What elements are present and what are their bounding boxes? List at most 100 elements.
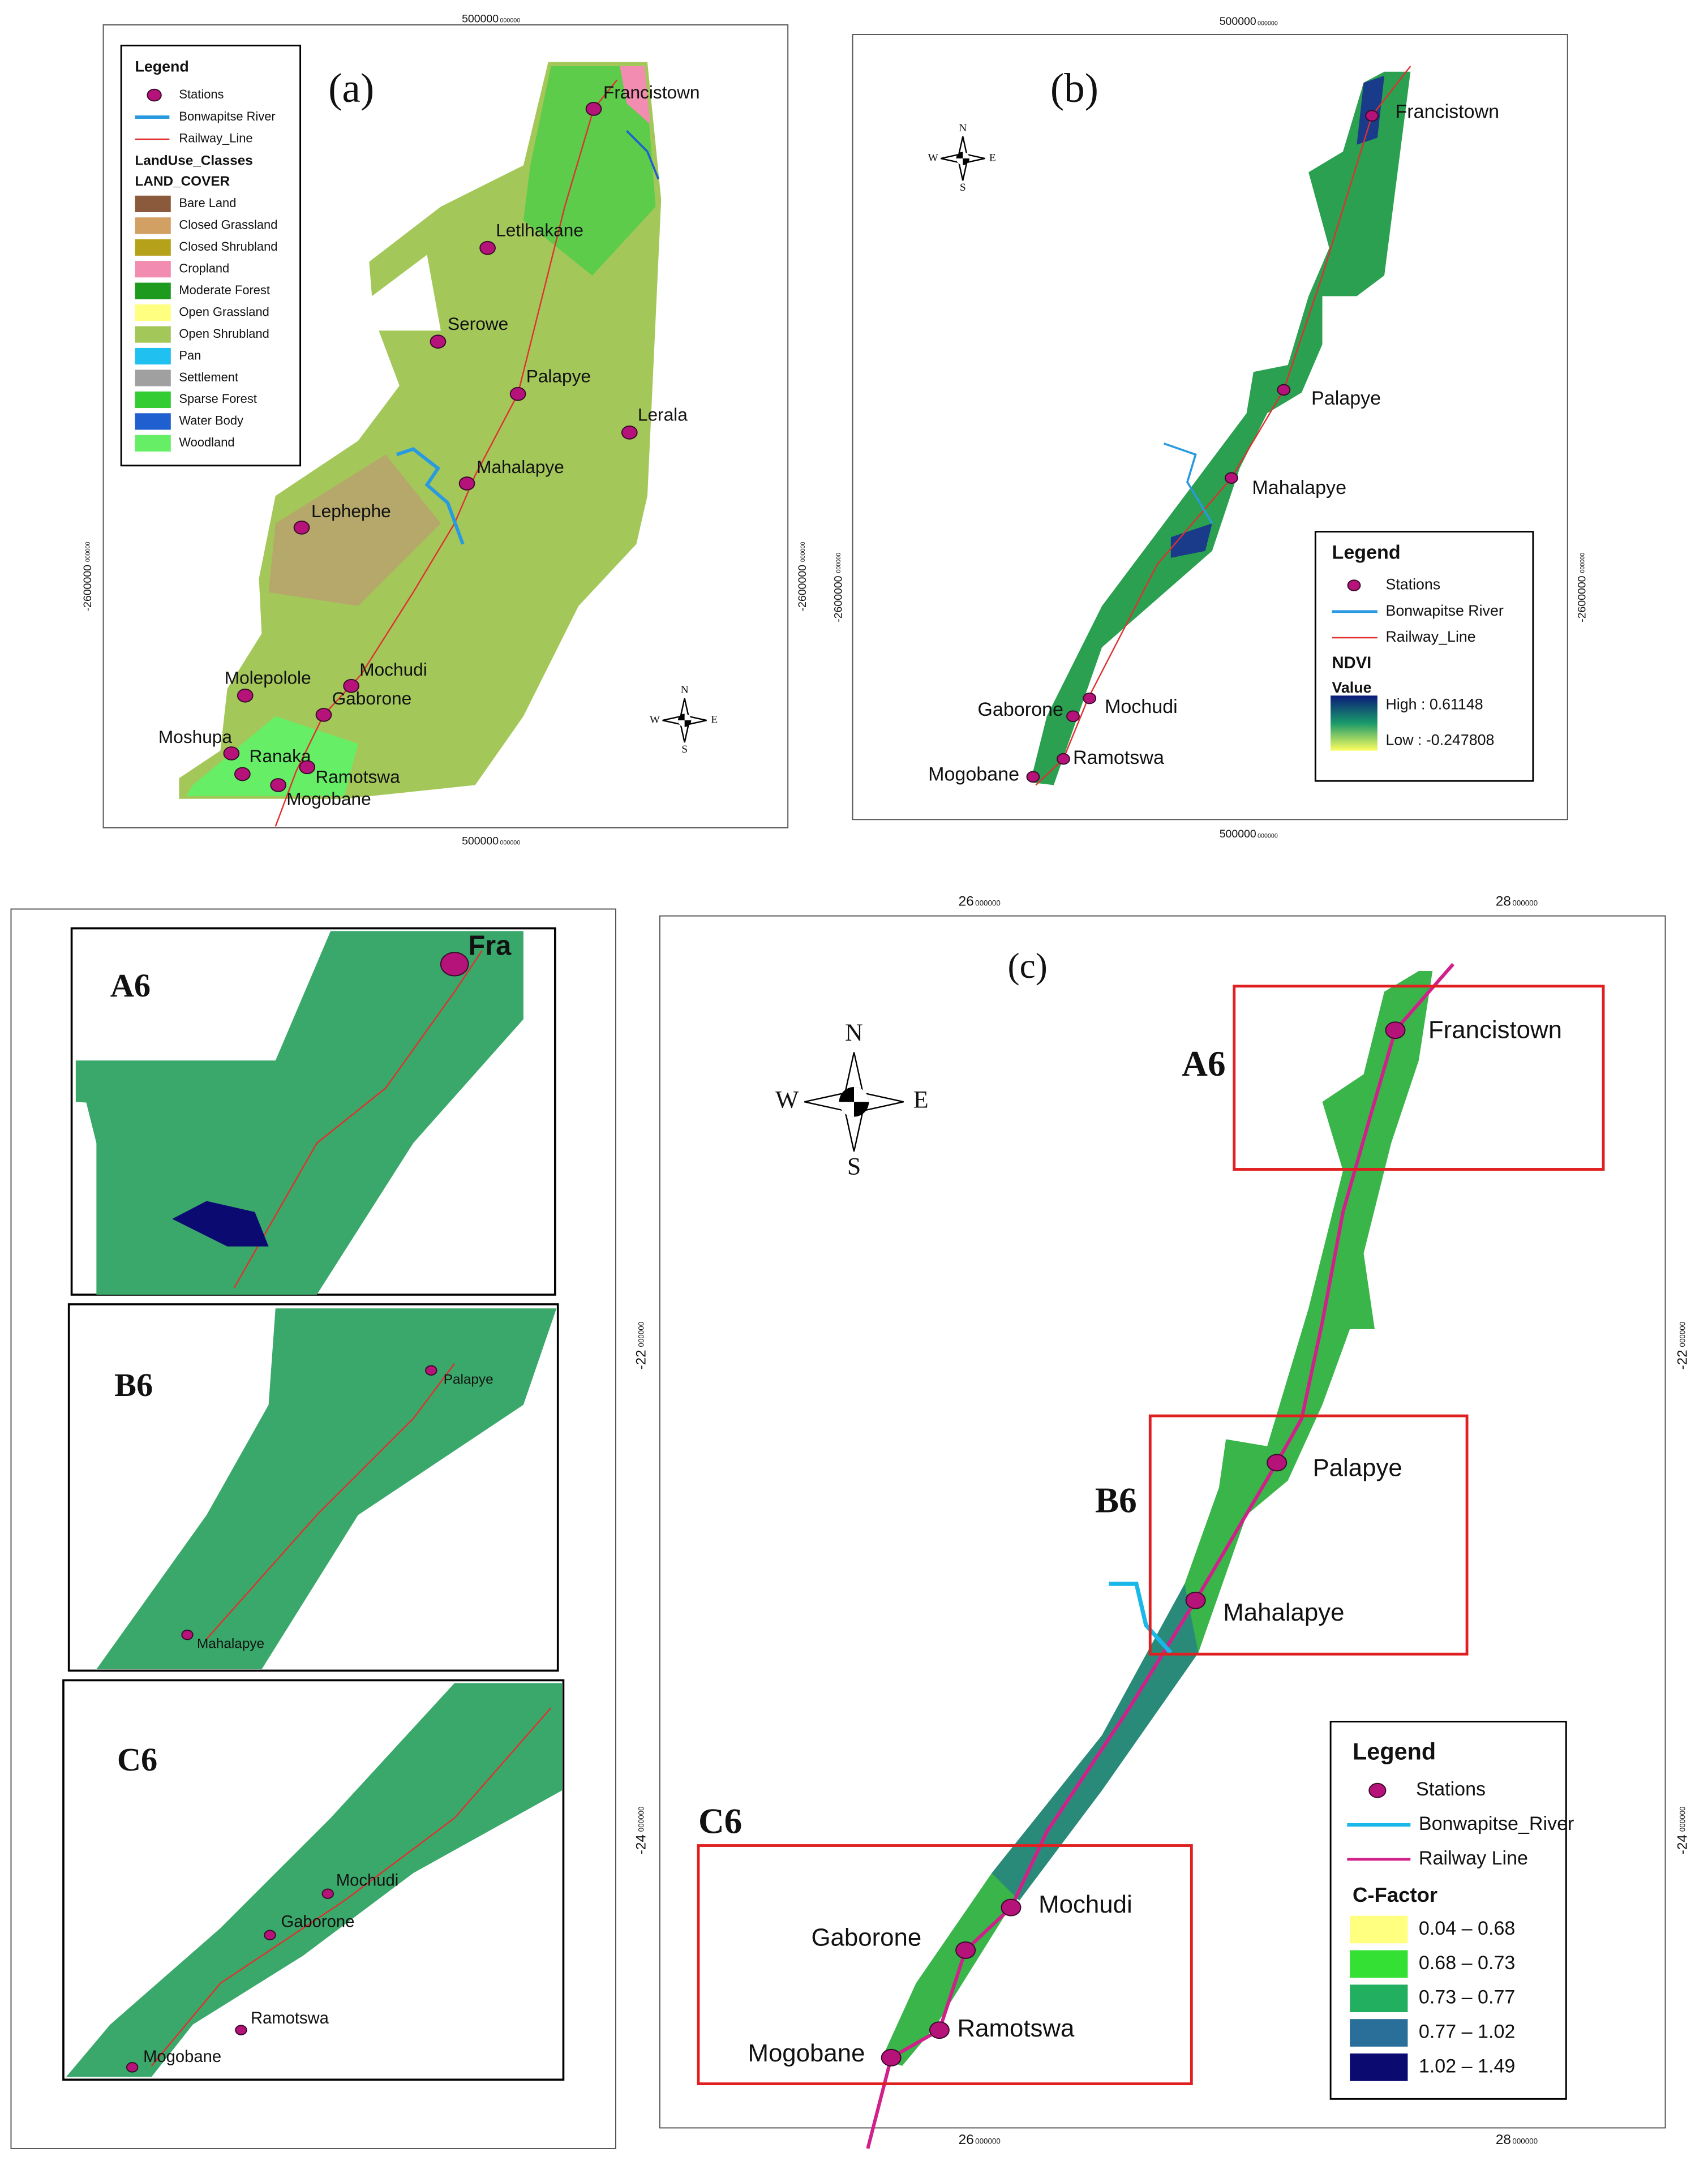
legend-item: Bonwapitse River	[179, 109, 275, 123]
compass-letter: W	[928, 152, 939, 164]
legend-swatch	[135, 347, 171, 365]
coordinate-label: 500000	[1220, 828, 1256, 840]
station-label: Mahalapye	[197, 1636, 264, 1652]
coordinate-label: -22	[1675, 1350, 1690, 1369]
coordinate-label: 28	[1496, 894, 1511, 909]
inset-label: C6	[117, 1741, 157, 1778]
panel-label: (b)	[1050, 65, 1098, 111]
station-marker	[235, 2025, 247, 2035]
compass-letter: E	[711, 714, 718, 726]
station-label: Mahalapye	[1252, 477, 1346, 499]
coordinate-suffix: 000000	[637, 1807, 646, 1832]
station-marker	[181, 1629, 194, 1640]
legend-swatch	[1350, 2019, 1408, 2047]
inset-label: A6	[110, 967, 151, 1004]
compass-letter: S	[681, 744, 688, 755]
c-factor-map	[881, 971, 1433, 2066]
station-marker	[1277, 384, 1291, 396]
station-marker	[430, 334, 447, 349]
coordinate-label: -22	[634, 1350, 649, 1369]
coordinate-label: 28	[1496, 2132, 1511, 2147]
inset-map	[96, 1308, 557, 1669]
legend-item: High : 0.61148	[1385, 695, 1483, 712]
inset-map	[75, 931, 523, 1295]
legend-item: Railway Line	[1419, 1848, 1528, 1869]
legend-item: Stations	[1416, 1778, 1486, 1800]
legend-title: Legend	[1353, 1738, 1436, 1764]
coordinate-suffix: 000000	[975, 899, 1001, 907]
coordinate-label: -2600000	[81, 565, 94, 611]
coordinate-label: -2600000	[1576, 575, 1589, 622]
legend-item: Low : -0.247808	[1385, 732, 1494, 749]
station-marker	[585, 102, 602, 116]
compass-letter: S	[847, 1153, 861, 1180]
station-marker	[881, 2048, 902, 2067]
legend-item: 0.77 – 1.02	[1419, 2021, 1515, 2043]
legend-item: Cropland	[179, 261, 229, 275]
coordinate-label: -24	[1675, 1835, 1690, 1854]
compass-letter: N	[845, 1019, 863, 1046]
legend-item: Bonwapitse River	[1385, 602, 1503, 619]
ndvi-map	[1030, 71, 1411, 785]
forest-patch	[523, 66, 656, 276]
water-body	[172, 1201, 269, 1247]
legend-item: Moderate Forest	[179, 283, 270, 297]
legend-heading: LandUse_Classes	[135, 153, 253, 168]
station-marker	[1066, 710, 1080, 723]
station-label: Gaborone	[977, 699, 1063, 720]
legend-item: Water Body	[179, 414, 243, 428]
legend-swatch	[1350, 2053, 1408, 2081]
box-label: A6	[1182, 1044, 1225, 1084]
river	[396, 447, 465, 545]
legend-swatch	[1350, 1950, 1408, 1978]
coordinate-suffix: 000000	[500, 17, 520, 24]
compass-letter: S	[960, 182, 966, 194]
station-marker	[458, 476, 475, 491]
station-label: Palapye	[1312, 1454, 1402, 1482]
coordinate-suffix: 000000	[800, 542, 806, 562]
river	[1109, 1582, 1173, 1655]
compass-quarter	[677, 714, 692, 727]
station-label: Mahalapye	[1223, 1599, 1344, 1626]
station-marker	[299, 760, 316, 775]
legend-heading: C-Factor	[1353, 1883, 1437, 1906]
inset-extent-box	[1233, 985, 1605, 1171]
legend-item: Open Grassland	[179, 304, 269, 319]
station-label: Gaborone	[811, 1924, 921, 1952]
station-label: Mogobane	[748, 2039, 865, 2067]
station-label: Lerala	[638, 405, 688, 425]
station-label: Mahalapye	[477, 457, 564, 477]
station-label: Ramotswa	[315, 767, 400, 787]
railway	[151, 1707, 552, 2067]
legend-swatch	[135, 435, 171, 452]
legend-gradient	[1331, 695, 1377, 751]
coordinate-label: 26	[959, 2132, 974, 2147]
station-marker	[234, 767, 251, 781]
legend-swatch	[135, 239, 171, 256]
legend-item: Closed Grassland	[179, 218, 277, 232]
legend-swatch	[135, 326, 171, 343]
station-marker	[509, 386, 526, 401]
coordinate-suffix: 000000	[1258, 832, 1278, 839]
station-marker	[237, 688, 254, 703]
legend-swatch	[135, 370, 171, 386]
station-label: Lephephe	[311, 501, 391, 521]
coordinate-label: -2600000	[832, 575, 844, 622]
legend-item: Bonwapitse_River	[1419, 1813, 1574, 1835]
legend-item: Stations	[179, 87, 224, 101]
legend-heading: NDVI	[1332, 654, 1372, 672]
station-label: Ramotswa	[958, 2014, 1075, 2042]
panel-label: (a)	[328, 65, 374, 111]
station-marker	[1026, 771, 1040, 783]
station-marker	[440, 952, 469, 977]
station-marker	[1224, 472, 1238, 484]
ndvi-dense	[1170, 523, 1212, 558]
coordinate-suffix: 000000	[1679, 1807, 1687, 1832]
coordinate-suffix: 000000	[1258, 20, 1278, 27]
station-marker	[126, 2062, 139, 2073]
legend-heading: Value	[1332, 679, 1372, 696]
cropland-patch	[620, 66, 650, 124]
land-cover-map	[179, 62, 662, 799]
coordinate-label: -24	[634, 1835, 649, 1854]
